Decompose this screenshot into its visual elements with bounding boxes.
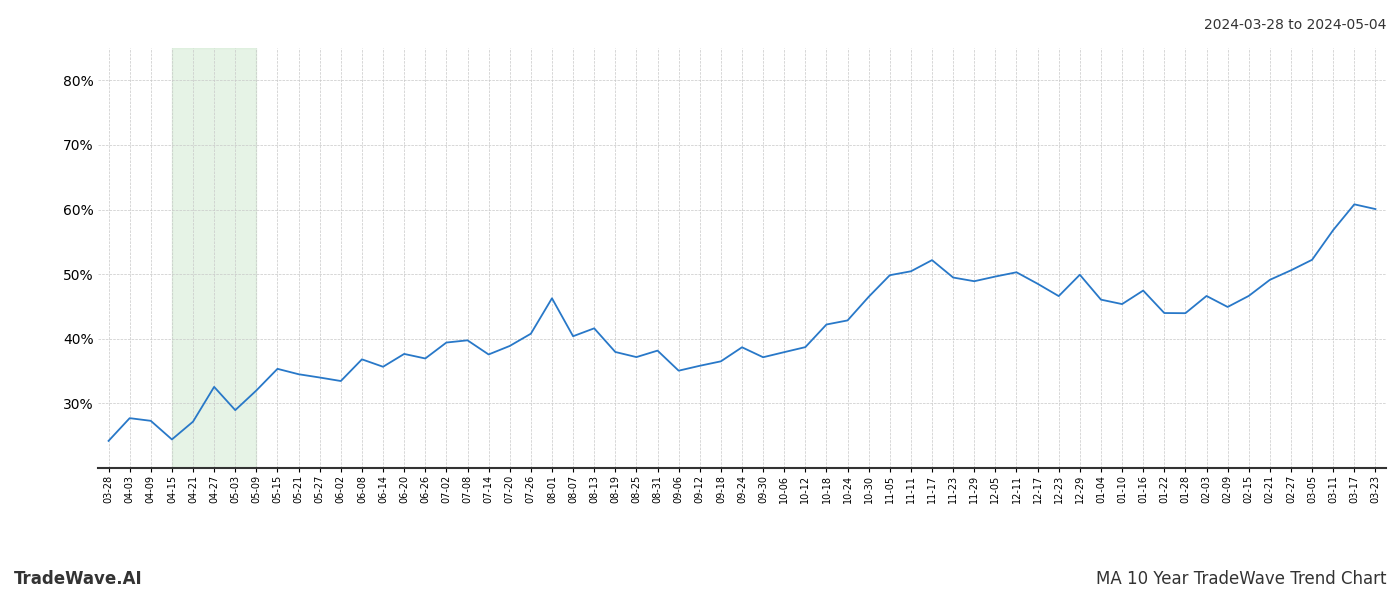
- Text: MA 10 Year TradeWave Trend Chart: MA 10 Year TradeWave Trend Chart: [1095, 570, 1386, 588]
- Text: TradeWave.AI: TradeWave.AI: [14, 570, 143, 588]
- Text: 2024-03-28 to 2024-05-04: 2024-03-28 to 2024-05-04: [1204, 18, 1386, 32]
- Bar: [172, 48, 256, 468]
